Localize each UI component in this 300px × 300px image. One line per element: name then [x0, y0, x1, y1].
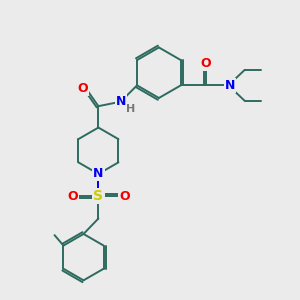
Text: O: O	[119, 190, 130, 203]
Text: N: N	[116, 95, 126, 108]
Text: H: H	[127, 104, 136, 114]
Text: O: O	[77, 82, 88, 95]
Text: N: N	[225, 79, 235, 92]
Text: O: O	[67, 190, 78, 203]
Text: N: N	[93, 167, 103, 180]
Text: O: O	[201, 57, 212, 70]
Text: S: S	[93, 189, 103, 203]
